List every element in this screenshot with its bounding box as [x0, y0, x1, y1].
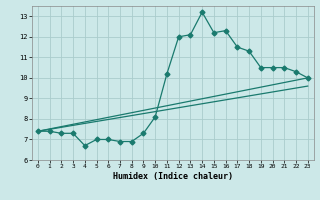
X-axis label: Humidex (Indice chaleur): Humidex (Indice chaleur) — [113, 172, 233, 181]
